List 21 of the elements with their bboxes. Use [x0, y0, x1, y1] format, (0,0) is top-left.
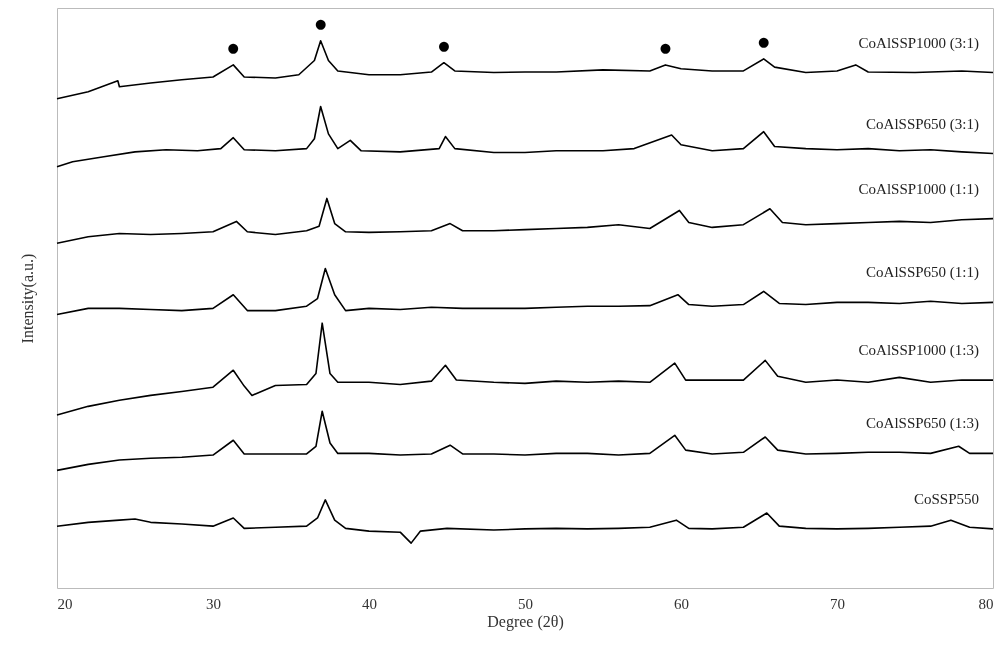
annotation: ● [227, 39, 239, 55]
series-label: CoSSP550 [913, 490, 979, 507]
annotation: ● [758, 33, 770, 49]
x-tick-label: 30 [206, 595, 221, 612]
series-label: CoAlSSP650 (1:3) [866, 415, 979, 433]
series-label: CoAlSSP1000 (3:1) [858, 34, 979, 52]
series-label: CoAlSSP1000 (1:1) [858, 180, 979, 198]
x-tick-label: 20 [57, 595, 73, 612]
series-label: CoAlSSP650 (1:1) [866, 264, 979, 282]
x-tick-label: 70 [830, 595, 845, 612]
annotation: ● [314, 15, 327, 31]
series-label: CoAlSSP650 (3:1) [866, 115, 979, 133]
annotation: ● [659, 39, 672, 55]
y-axis-title: Intensity(a.u.) [18, 253, 37, 344]
x-tick-label: 40 [362, 595, 377, 612]
x-tick-label: 50 [518, 595, 533, 612]
annotation: ● [438, 37, 450, 53]
x-axis-title: Degree (2θ) [487, 612, 564, 631]
x-tick-label: 60 [674, 595, 689, 612]
x-tick-label: 80 [978, 595, 994, 612]
series-label: CoAlSSP1000 (1:3) [858, 342, 979, 360]
